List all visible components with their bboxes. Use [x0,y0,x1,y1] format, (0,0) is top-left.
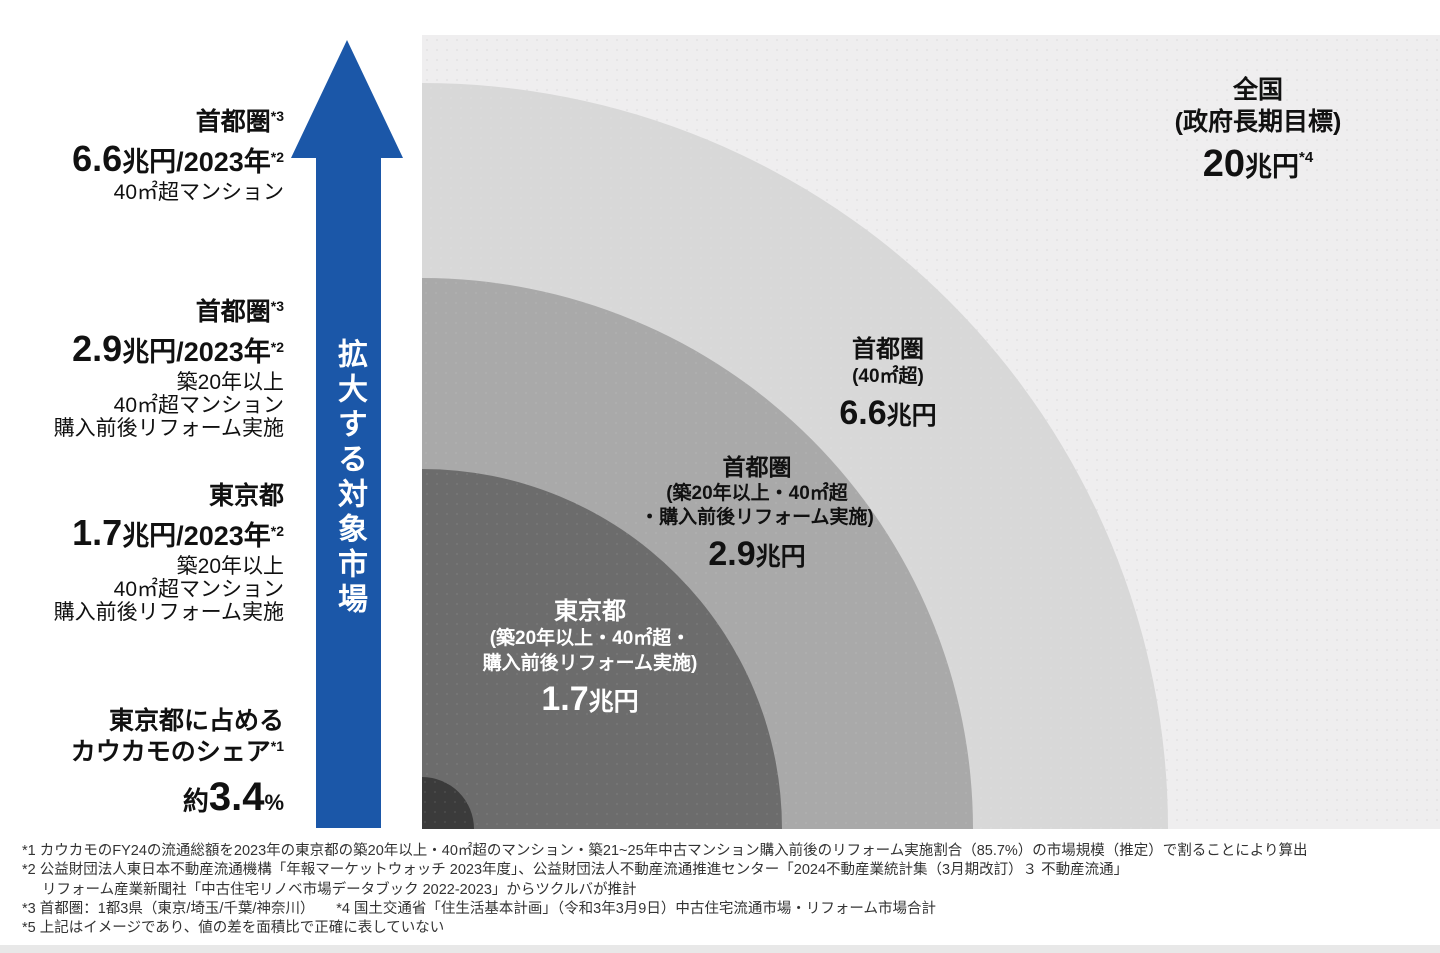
ring-tokyo-1-7-trillion [422,469,782,829]
bottom-strip [0,945,1440,953]
annotation2-value: 2.9兆円/2023年*2 [72,327,284,369]
annotation-kaukamo-share: 東京都に占める カウカモのシェア*1 約3.4% [0,706,284,820]
annotation3-line2: 40㎡超マンション [113,577,284,601]
annotation1-value: 6.6兆円/2023年*2 [72,137,284,179]
share-value: 約3.4% [182,774,284,819]
annotation3-line1: 築20年以上 [176,554,284,578]
annotation3-value: 1.7兆円/2023年*2 [72,511,284,553]
metro29-subtitle-1: (築20年以上・40㎡超 [666,482,848,504]
arrow-label-wrap: 拡大する対象市場 [317,338,381,628]
footnote-3-4: *3 首都圏：1都3県（東京/埼玉/千葉/神奈川） *4 国土交通省「住生活基本… [22,900,936,917]
annotation-tokyo-1-7: 東京都 1.7兆円/2023年*2 築20年以上 40㎡超マンション 購入前後リ… [0,482,284,623]
footnote-2-continued: リフォーム産業新聞社「中古住宅リノベ市場データブック 2022-2023」からツ… [42,881,637,898]
tokyo17-subtitle-1: (築20年以上・40㎡超・ [489,628,691,649]
annotation2-line3: 購入前後リフォーム実施 [53,416,284,440]
annotation3-line3: 購入前後リフォーム実施 [53,600,284,624]
national-value: 20兆円*4 [1202,142,1314,185]
annotation-metro-6-6: 首都圏*3 6.6兆円/2023年*2 40㎡超マンション [0,108,284,203]
annotation2-title: 首都圏*3 [195,298,284,326]
footnote-5: *5 上記はイメージであり、値の差を面積比で正確に表していない [22,920,445,937]
label-metro-6-6: 首都圏 (40㎡超) 6.6兆円 [738,335,1038,434]
share-line2: カウカモのシェア*1 [70,738,284,767]
up-arrow-icon [291,40,403,828]
annotation3-title: 東京都 [208,482,284,510]
market-size-chart: 全国 (政府長期目標) 20兆円*4 首都圏 (40㎡超) 6.6兆円 首都圏 … [422,35,1440,829]
label-metro-2-9: 首都圏 (築20年以上・40㎡超 ・購入前後リフォーム実施) 2.9兆円 [592,453,922,576]
annotation1-line1: 40㎡超マンション [113,180,284,204]
metro29-subtitle-2: ・購入前後リフォーム実施) [640,507,874,529]
annotation1-title: 首都圏*3 [195,108,284,136]
metro29-title: 首都圏 [722,454,792,480]
arrow-label: 拡大する対象市場 [333,338,366,618]
tokyo17-title: 東京都 [554,598,626,625]
annotation2-line1: 築20年以上 [176,370,284,394]
metro66-title: 首都圏 [852,336,924,363]
national-title: 全国 [1232,76,1283,104]
national-subtitle: (政府長期目標) [1174,108,1342,137]
tokyo17-value: 1.7兆円 [541,680,639,719]
footnote-1: *1 カウカモのFY24の流通総額を2023年の東京都の築20年以上・40㎡超の… [22,843,1308,859]
footnote-2: *2 公益財団法人東日本不動産流通機構「年報マーケットウォッチ 2023年度」、… [22,862,1129,879]
annotation-metro-2-9: 首都圏*3 2.9兆円/2023年*2 築20年以上 40㎡超マンション 購入前… [0,298,284,439]
metro66-subtitle: (40㎡超) [852,366,924,387]
metro29-value: 2.9兆円 [708,535,806,574]
label-tokyo-1-7: 東京都 (築20年以上・40㎡超・ 購入前後リフォーム実施) 1.7兆円 [430,597,750,721]
tokyo17-subtitle-2: 購入前後リフォーム実施) [482,652,698,674]
label-national-target: 全国 (政府長期目標) 20兆円*4 [1098,75,1418,188]
annotation2-line2: 40㎡超マンション [113,393,284,417]
metro66-value: 6.6兆円 [839,393,937,432]
share-line1: 東京都に占める [108,707,284,735]
footnotes: *1 カウカモのFY24の流通総額を2023年の東京都の築20年以上・40㎡超の… [22,842,1427,938]
